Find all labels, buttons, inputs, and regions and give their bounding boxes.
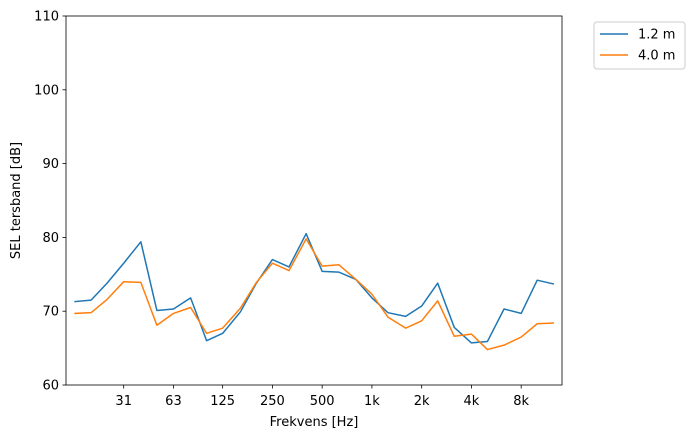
series-layer xyxy=(74,232,555,351)
x-tick-label: 8k xyxy=(513,394,529,409)
x-axis-label: Frekvens [Hz] xyxy=(270,415,359,430)
x-tick-label: 31 xyxy=(115,394,132,409)
x-tick-label: 1k xyxy=(364,394,380,409)
x-tick-label: 63 xyxy=(165,394,182,409)
legend-label-1: 1.2 m xyxy=(638,28,675,43)
y-tick-label: 100 xyxy=(34,83,59,98)
x-tick-label: 125 xyxy=(210,394,235,409)
series-line-2 xyxy=(74,238,555,351)
legend: 1.2 m 4.0 m xyxy=(593,21,686,70)
y-axis-label: SEL tersband [dB] xyxy=(9,142,24,259)
y-tick-label: 110 xyxy=(34,10,59,25)
y-tick-label: 60 xyxy=(42,379,59,394)
x-tick-label: 500 xyxy=(310,394,335,409)
y-tick-label: 80 xyxy=(42,231,59,246)
axes-layer: 31 63 125 250 500 1k 2k 4k 8k 60 70 80 90 100 110 xyxy=(34,10,563,409)
y-tick-label: 70 xyxy=(42,305,59,320)
legend-label-2: 4.0 m xyxy=(638,49,675,64)
y-tick-label: 90 xyxy=(42,157,59,172)
x-tick-label: 4k xyxy=(464,394,480,409)
x-tick-label: 250 xyxy=(260,394,285,409)
x-tick-label: 2k xyxy=(414,394,430,409)
plot-frame xyxy=(65,15,563,386)
